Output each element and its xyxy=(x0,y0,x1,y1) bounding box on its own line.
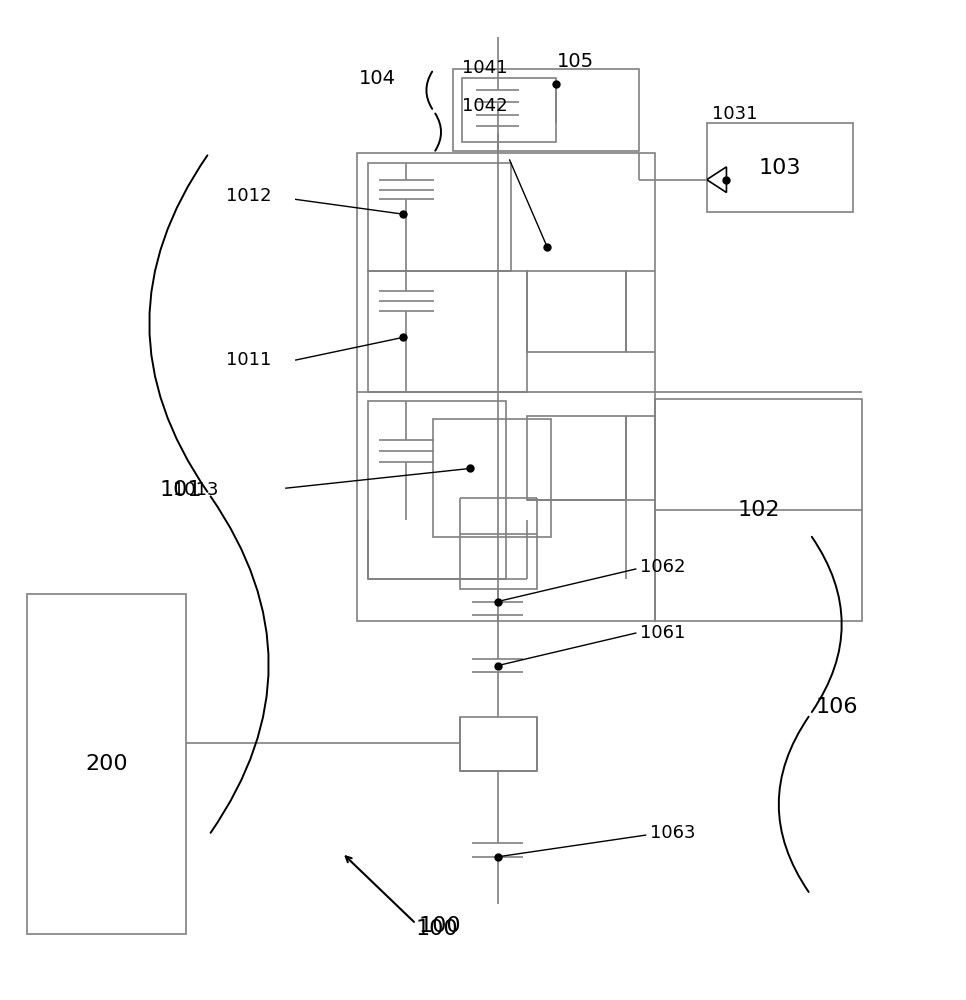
Text: 100: 100 xyxy=(416,919,459,939)
Text: 105: 105 xyxy=(557,52,594,71)
Bar xyxy=(656,399,863,621)
Bar xyxy=(356,153,656,621)
Text: 1063: 1063 xyxy=(649,824,696,842)
Text: 103: 103 xyxy=(758,158,801,178)
Text: 106: 106 xyxy=(815,697,858,717)
Text: 102: 102 xyxy=(738,500,781,520)
Bar xyxy=(368,401,505,579)
Text: 1062: 1062 xyxy=(639,558,685,576)
Bar xyxy=(463,78,556,142)
Bar xyxy=(461,717,537,771)
Text: 1042: 1042 xyxy=(463,97,508,115)
Text: 1012: 1012 xyxy=(226,187,271,205)
Bar xyxy=(453,69,639,151)
Bar xyxy=(368,271,527,392)
Text: 100: 100 xyxy=(419,916,462,936)
Text: 200: 200 xyxy=(85,754,128,774)
Text: 101: 101 xyxy=(159,480,202,500)
Bar xyxy=(368,163,511,271)
Bar xyxy=(461,534,537,589)
Bar xyxy=(707,123,853,212)
Bar xyxy=(433,419,551,537)
Text: 104: 104 xyxy=(359,69,396,88)
Bar xyxy=(27,594,186,934)
Bar xyxy=(527,271,626,352)
Text: 1031: 1031 xyxy=(712,105,757,123)
Text: 1041: 1041 xyxy=(463,59,508,77)
Bar xyxy=(527,416,626,500)
Text: 1061: 1061 xyxy=(639,624,685,642)
Text: 1013: 1013 xyxy=(173,481,219,499)
Text: 1011: 1011 xyxy=(226,351,271,369)
